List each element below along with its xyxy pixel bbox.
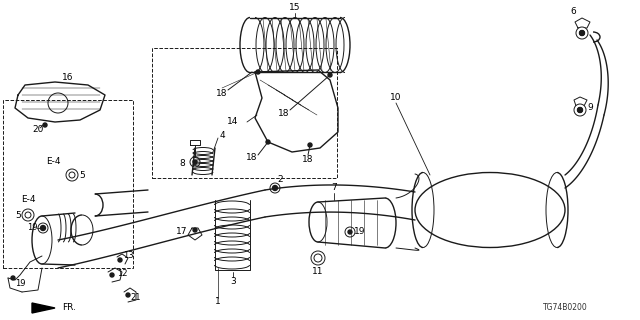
Text: 7: 7 [331, 183, 337, 193]
Circle shape [577, 107, 583, 113]
Text: 11: 11 [312, 268, 324, 276]
Circle shape [308, 143, 312, 147]
Circle shape [579, 30, 584, 36]
Text: FR.: FR. [62, 303, 76, 313]
Text: 6: 6 [570, 7, 576, 17]
Text: 21: 21 [131, 292, 141, 301]
Text: 19: 19 [15, 278, 25, 287]
Text: 18: 18 [302, 155, 314, 164]
Text: 10: 10 [390, 93, 402, 102]
Circle shape [40, 226, 45, 230]
Text: 16: 16 [62, 74, 74, 83]
Circle shape [574, 104, 586, 116]
Text: 19: 19 [355, 228, 365, 236]
Circle shape [579, 30, 585, 36]
Text: 19: 19 [27, 223, 37, 233]
Text: 18: 18 [246, 154, 258, 163]
Circle shape [577, 108, 582, 113]
Bar [152, 48, 337, 178]
Circle shape [193, 228, 197, 232]
Circle shape [118, 258, 122, 262]
Circle shape [11, 276, 15, 280]
Circle shape [43, 123, 47, 127]
Circle shape [266, 140, 270, 144]
Text: 9: 9 [587, 103, 593, 113]
Text: 2: 2 [277, 175, 283, 185]
Text: 4: 4 [219, 131, 225, 140]
Circle shape [348, 230, 352, 234]
Text: 18: 18 [278, 108, 290, 117]
Text: 14: 14 [227, 117, 239, 126]
Circle shape [193, 160, 197, 164]
Polygon shape [32, 303, 55, 313]
Circle shape [126, 293, 130, 297]
Circle shape [273, 186, 278, 190]
Text: 5: 5 [15, 211, 21, 220]
Circle shape [256, 70, 260, 74]
Text: 13: 13 [123, 252, 133, 260]
Circle shape [110, 273, 114, 277]
Text: 8: 8 [179, 158, 185, 167]
Text: 5: 5 [79, 171, 85, 180]
Text: 20: 20 [32, 125, 44, 134]
Text: 3: 3 [230, 277, 236, 286]
Circle shape [328, 73, 332, 77]
Text: 17: 17 [176, 228, 188, 236]
Text: 1: 1 [215, 298, 221, 307]
Text: 12: 12 [116, 269, 127, 278]
Text: E-4: E-4 [20, 196, 35, 204]
Text: TG74B0200: TG74B0200 [543, 303, 588, 312]
Text: 15: 15 [289, 4, 301, 12]
Circle shape [576, 27, 588, 39]
Text: 18: 18 [216, 89, 228, 98]
Text: E-4: E-4 [45, 157, 60, 166]
Bar [3, 100, 133, 268]
